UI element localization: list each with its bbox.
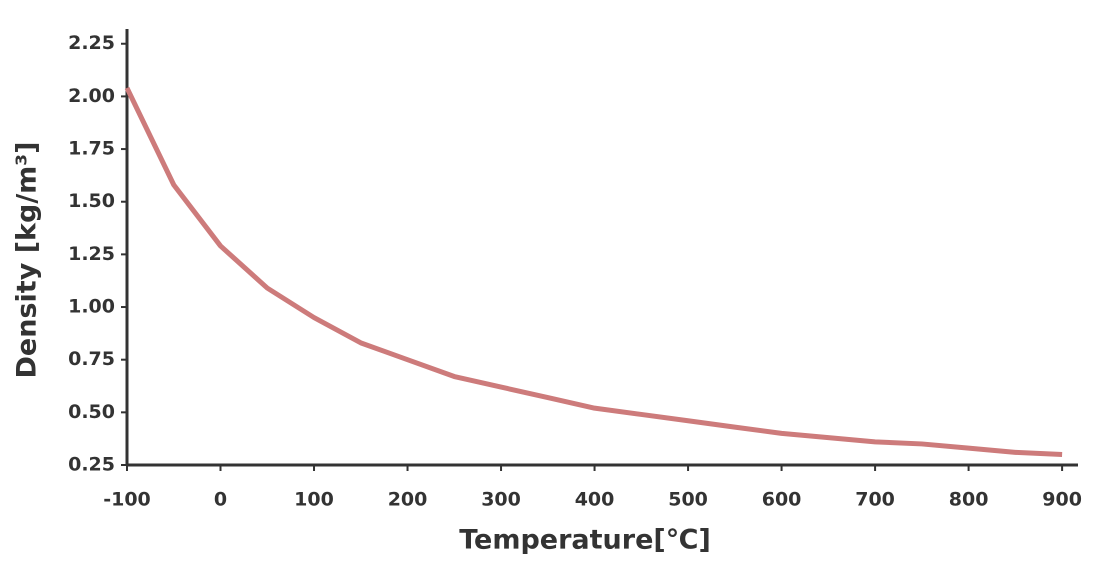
y-tick-label: 0.25 — [68, 454, 115, 476]
x-tick-label: 600 — [762, 489, 802, 511]
x-tick-label: 100 — [294, 489, 334, 511]
x-tick-label: 700 — [855, 489, 895, 511]
x-tick-label: 200 — [388, 489, 428, 511]
y-tick-label: 2.25 — [68, 32, 115, 54]
x-tick-label: -100 — [103, 489, 151, 511]
x-tick-label: 0 — [214, 489, 227, 511]
x-tick-label: 800 — [949, 489, 989, 511]
x-tick-label: 900 — [1042, 489, 1082, 511]
x-axis-title: Temperature[℃] — [459, 525, 711, 556]
y-tick-label: 1.75 — [68, 138, 115, 160]
x-tick-label: 500 — [668, 489, 708, 511]
y-tick-label: 0.50 — [68, 401, 115, 423]
y-tick-label: 1.50 — [68, 190, 115, 212]
y-tick-label: 0.75 — [68, 348, 115, 370]
y-axis-title: Density [kg/m³] — [12, 142, 43, 379]
y-tick-label: 1.00 — [68, 296, 115, 318]
y-tick-label: 1.25 — [68, 243, 115, 265]
data-line — [124, 86, 1063, 457]
y-tick-label: 2.00 — [68, 85, 115, 107]
x-tick-label: 300 — [481, 489, 521, 511]
x-tick-label: 400 — [575, 489, 615, 511]
